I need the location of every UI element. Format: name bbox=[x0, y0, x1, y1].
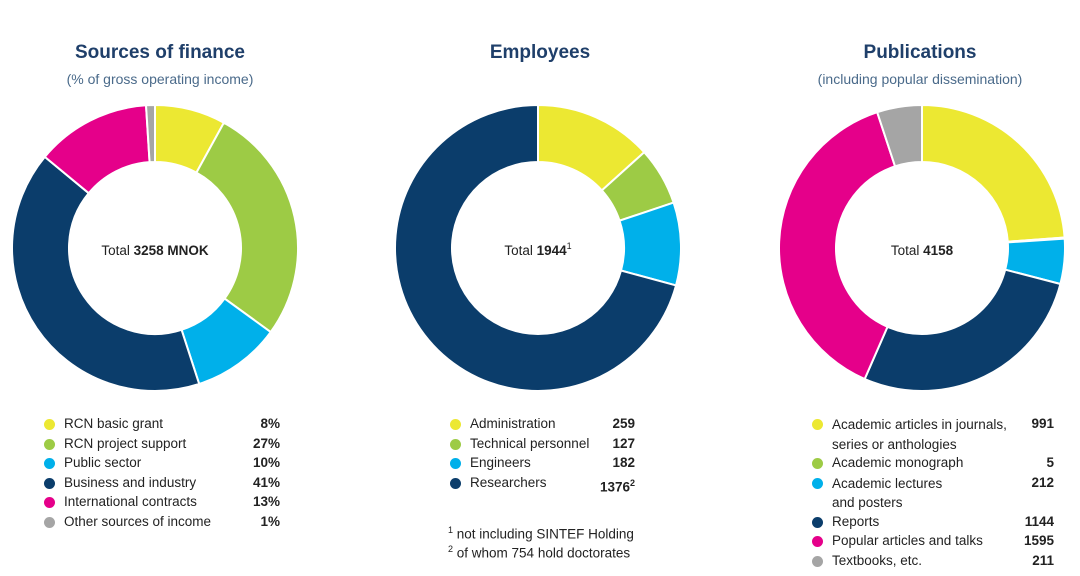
chart-title: Publications bbox=[863, 42, 977, 63]
donut-chart-employees: Total 19441 bbox=[394, 103, 682, 392]
legend-swatch bbox=[812, 536, 823, 547]
center-total-label: Total 19441 bbox=[504, 241, 571, 258]
legend-label: Other sources of income bbox=[64, 513, 212, 529]
chart-title: Sources of finance bbox=[75, 42, 245, 63]
legend-label: Textbooks, etc. bbox=[832, 552, 923, 568]
center-total-label: Total 4158 bbox=[891, 243, 954, 258]
legend-label: Technical personnel bbox=[470, 435, 590, 451]
legend-value: 1595 bbox=[1023, 533, 1054, 548]
legend-label: RCN basic grant bbox=[64, 416, 164, 431]
legend-value: 991 bbox=[1031, 416, 1054, 431]
legend-swatch bbox=[450, 438, 461, 450]
legend-swatch bbox=[812, 516, 823, 528]
legend-value: 182 bbox=[612, 455, 635, 470]
legend-value: 212 bbox=[1031, 474, 1054, 490]
legend-swatch bbox=[812, 458, 823, 469]
legend-swatch bbox=[450, 477, 461, 489]
legend-value: 8% bbox=[260, 416, 280, 431]
slice-textbooks-etc bbox=[875, 103, 923, 168]
legend-item: Administration 259 bbox=[450, 416, 635, 436]
slice-popular-articles-and-talks bbox=[778, 110, 897, 381]
legend-label: RCN project support bbox=[64, 435, 187, 451]
legend-label: Engineers bbox=[470, 455, 531, 470]
legend-item: RCN basic grant 8% bbox=[44, 416, 280, 436]
legend-item: Reports 1144 bbox=[812, 514, 1054, 534]
legend-value: 13762 bbox=[599, 477, 635, 495]
legend-item: Popular articles and talks 1595 bbox=[812, 533, 1054, 553]
legend-finance: RCN basic grant 8% RCN project support 27% P… bbox=[44, 416, 280, 533]
legend-swatch bbox=[450, 458, 461, 469]
legend-swatch bbox=[450, 419, 461, 430]
footnote: 1 not including SINTEF Holding bbox=[448, 525, 634, 542]
legend-item: Academic articles in journals, series or … bbox=[812, 416, 1054, 455]
legend-label: Academic lectures and posters bbox=[832, 475, 943, 511]
legend-item: Textbooks, etc. 211 bbox=[812, 553, 1054, 573]
donut-chart-publications: Total 4158 bbox=[778, 103, 1066, 392]
legend-label: Academic articles in journals, series or … bbox=[832, 417, 1007, 452]
legend-label: Academic monograph bbox=[832, 455, 964, 470]
legend-value: 1144 bbox=[1024, 513, 1054, 529]
legend-swatch bbox=[44, 497, 55, 508]
legend-label: Reports bbox=[832, 513, 880, 529]
chart-subtitle: (including popular dissemination) bbox=[817, 71, 1023, 87]
legend-value: 10% bbox=[252, 455, 280, 470]
slice-reports bbox=[863, 268, 1062, 392]
legend-value: 127 bbox=[612, 435, 635, 451]
legend-swatch bbox=[812, 555, 823, 567]
slice-business-and-industry bbox=[11, 155, 201, 392]
chart-subtitle: (% of gross operating income) bbox=[66, 71, 254, 87]
legend-swatch bbox=[812, 477, 823, 489]
legend-swatch bbox=[44, 419, 55, 430]
legend-item: RCN project support 27% bbox=[44, 436, 280, 456]
legend-value: 259 bbox=[612, 416, 635, 431]
center-total-label: Total 3258 MNOK bbox=[101, 243, 209, 258]
legend-value: 13% bbox=[252, 494, 280, 509]
slice-researchers bbox=[394, 103, 678, 392]
legend-item: Business and industry 41% bbox=[44, 475, 280, 495]
legend-swatch bbox=[812, 419, 823, 430]
legend-value: 1% bbox=[260, 513, 280, 529]
legend-employees: Administration 259 Technical personnel 127 E… bbox=[450, 416, 635, 494]
legend-item: Engineers 182 bbox=[450, 455, 635, 475]
footnote: 2 of whom 754 hold doctorates bbox=[448, 544, 631, 561]
chart-title: Employees bbox=[489, 42, 591, 63]
legend-label: Public sector bbox=[64, 455, 142, 470]
legend-item: Other sources of income 1% bbox=[44, 514, 280, 534]
legend-label: Administration bbox=[470, 416, 556, 431]
legend-label: Researchers bbox=[470, 474, 547, 490]
legend-swatch bbox=[44, 458, 55, 469]
legend-item: Public sector 10% bbox=[44, 455, 280, 475]
slice-academic-articles-in-journals-series-or-anthologies bbox=[921, 103, 1066, 243]
legend-publications: Academic articles in journals, series or … bbox=[812, 416, 1054, 572]
legend-item: Researchers 13762 bbox=[450, 474, 635, 495]
legend-label: Business and industry bbox=[64, 474, 197, 490]
donut-chart-finance: Total 3258 MNOK bbox=[11, 103, 299, 392]
legend-label: Popular articles and talks bbox=[832, 533, 983, 548]
legend-item: Academic lectures and posters 212 bbox=[812, 475, 1054, 514]
slice-other-sources-of-income bbox=[144, 103, 156, 164]
legend-swatch bbox=[44, 438, 55, 450]
sources-of-finance-panel: Sources of finance (% of gross operating… bbox=[0, 0, 320, 576]
legend-value: 27% bbox=[252, 435, 280, 451]
slice-rcn-project-support bbox=[195, 121, 299, 334]
legend-swatch bbox=[44, 477, 55, 489]
legend-item: International contracts 13% bbox=[44, 494, 280, 514]
legend-value: 41% bbox=[252, 474, 280, 490]
legend-value: 5 bbox=[1046, 455, 1054, 470]
publications-panel: Publications (including popular dissemin… bbox=[760, 0, 1080, 576]
legend-value: 211 bbox=[1032, 552, 1054, 568]
employees-panel: Employees Total 19441 Administration 259 T… bbox=[375, 0, 705, 576]
legend-item: Academic monograph 5 bbox=[812, 455, 1054, 475]
legend-item: Technical personnel 127 bbox=[450, 436, 635, 456]
legend-swatch bbox=[44, 516, 55, 528]
legend-label: International contracts bbox=[64, 494, 197, 509]
